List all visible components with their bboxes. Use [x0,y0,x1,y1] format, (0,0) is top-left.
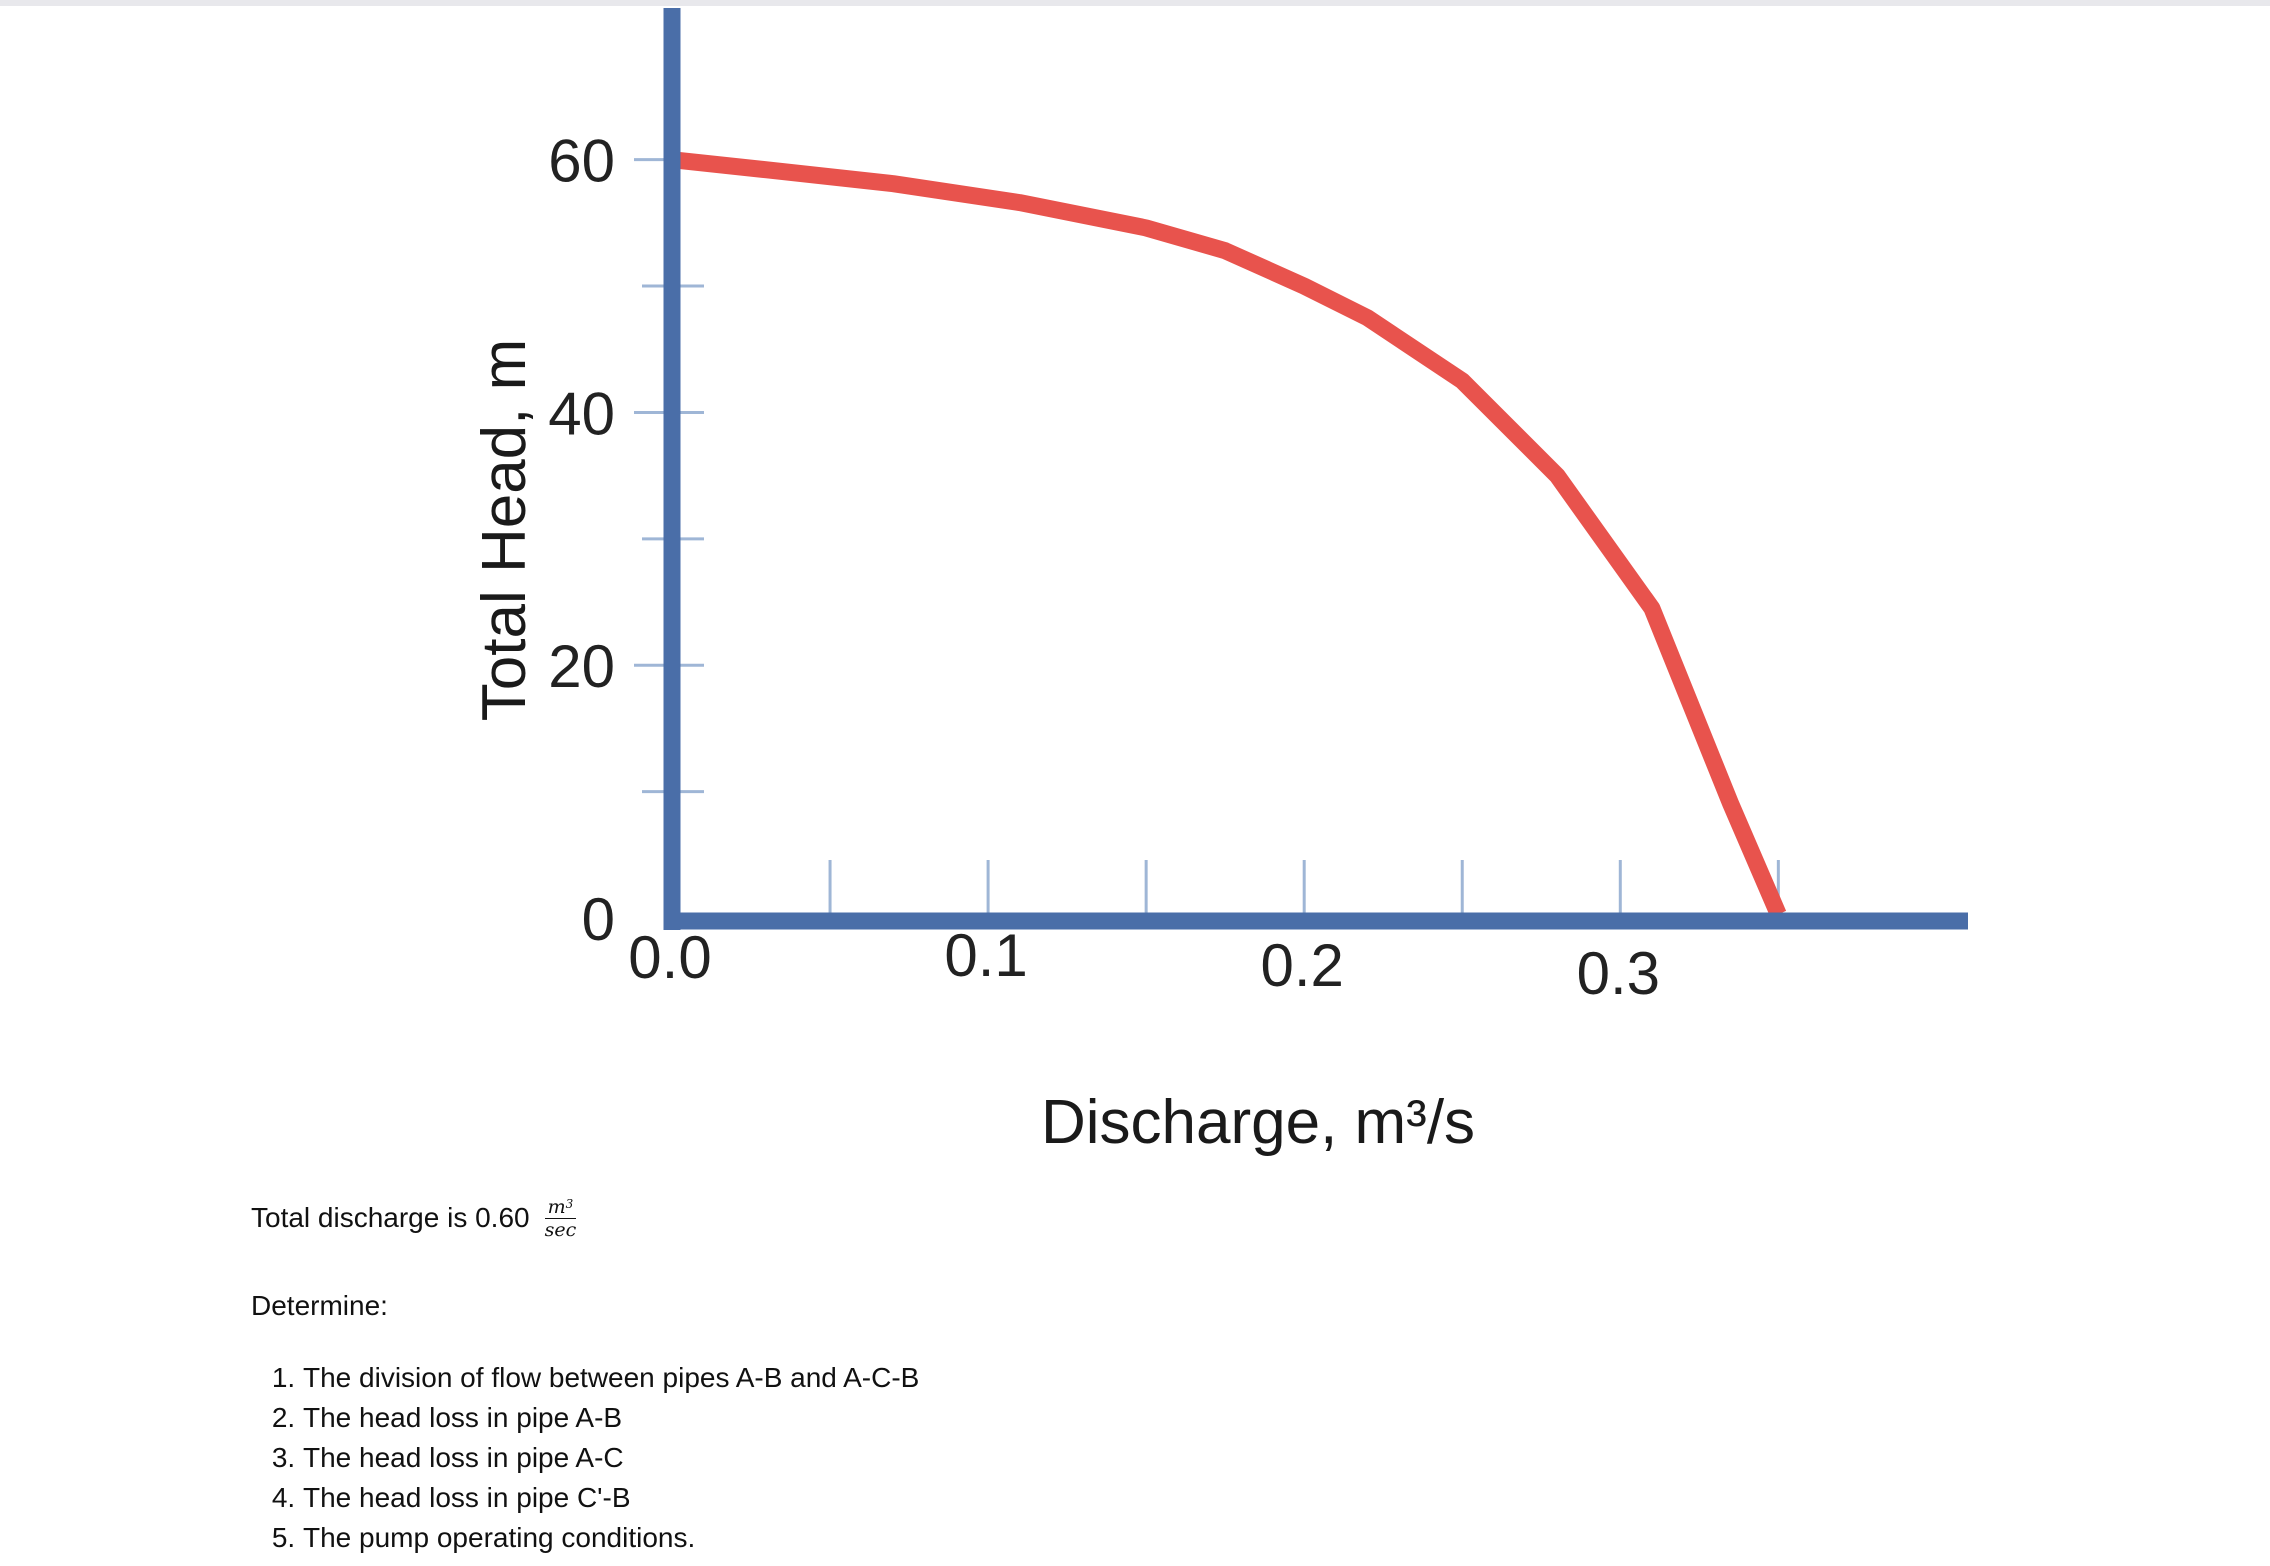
task-item: The head loss in pipe A-B [303,1398,1651,1438]
determine-label: Determine: [251,1290,388,1321]
task-list: The division of flow between pipes A-B a… [251,1358,1651,1558]
task-item: The pump operating conditions. [303,1518,1651,1558]
task-item: The head loss in pipe C'-B [303,1478,1651,1518]
unit-numerator: m3 [544,1196,577,1219]
x-tick-label: 0.0 [628,924,711,991]
unit-denominator: sec [544,1218,577,1241]
task-item: The head loss in pipe A-C [303,1438,1651,1478]
y-axis-title: Total Head, m [470,339,539,722]
x-tick-label: 0.2 [1260,932,1343,999]
x-tick-label: 0.1 [944,922,1027,989]
y-tick-label: 20 [548,633,615,700]
discharge-unit-fraction: m3 sec [542,1196,580,1241]
task-item: The division of flow between pipes A-B a… [303,1358,1651,1398]
x-axis-title: Discharge, m³/s [1041,1088,1475,1157]
x-tick-label: 0.3 [1577,940,1660,1007]
total-discharge-text: Total discharge is 0.60 [251,1202,530,1233]
pump-curve-line [671,151,1787,918]
major-ticks [634,158,1622,913]
problem-statement: Total discharge is 0.60 m3 sec Determine… [251,1188,1651,1558]
page-top-border [0,0,2270,6]
y-tick-label: 40 [548,380,615,447]
x-tick-labels: 0.0 0.1 0.2 0.3 [628,922,1660,1007]
y-tick-labels: 0 20 40 60 [548,128,615,953]
y-tick-label: 60 [548,128,615,195]
unit-exponent: 3 [565,1196,574,1211]
y-tick-label: 0 [582,886,615,953]
minor-ticks [642,284,1780,913]
pump-curve-chart: 0 20 40 60 0.0 0.1 0.2 0.3 Total Head, m Disch… [470,8,1968,1157]
total-discharge-line: Total discharge is 0.60 m3 sec [251,1188,1651,1248]
